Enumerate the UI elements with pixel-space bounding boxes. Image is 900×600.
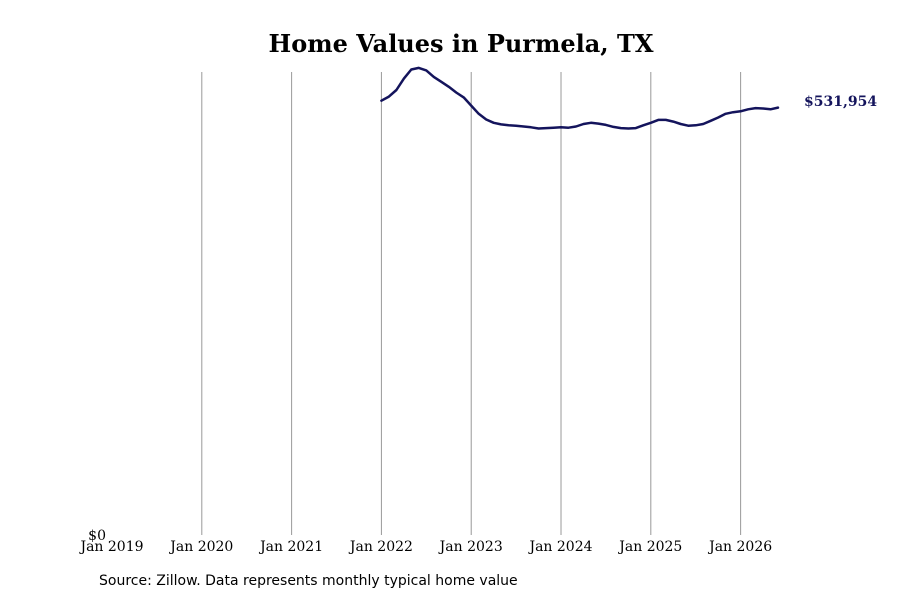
chart-title: Home Values in Purmela, TX	[269, 29, 654, 58]
end-value-label: $531,954	[804, 94, 877, 110]
x-tick-label: Jan 2026	[707, 539, 772, 555]
x-tick-label: Jan 2022	[348, 539, 413, 555]
x-tick-label: Jan 2023	[438, 539, 503, 555]
series-line	[380, 66, 780, 130]
gridlines	[201, 72, 742, 535]
x-tick-label: Jan 2024	[527, 539, 592, 555]
x-tick-label: Jan 2021	[258, 539, 323, 555]
y-axis-ticks: $0	[88, 528, 106, 544]
x-axis-ticks: Jan 2019 Jan 2020 Jan 2021 Jan 2022 Jan 2023…	[78, 539, 772, 555]
source-note: Source: Zillow. Data represents monthly …	[99, 573, 518, 589]
x-tick-label: Jan 2025	[617, 539, 682, 555]
x-tick-label: Jan 2020	[168, 539, 233, 555]
y-tick-label: $0	[88, 528, 106, 544]
x-tick-label: Jan 2019	[78, 539, 143, 555]
